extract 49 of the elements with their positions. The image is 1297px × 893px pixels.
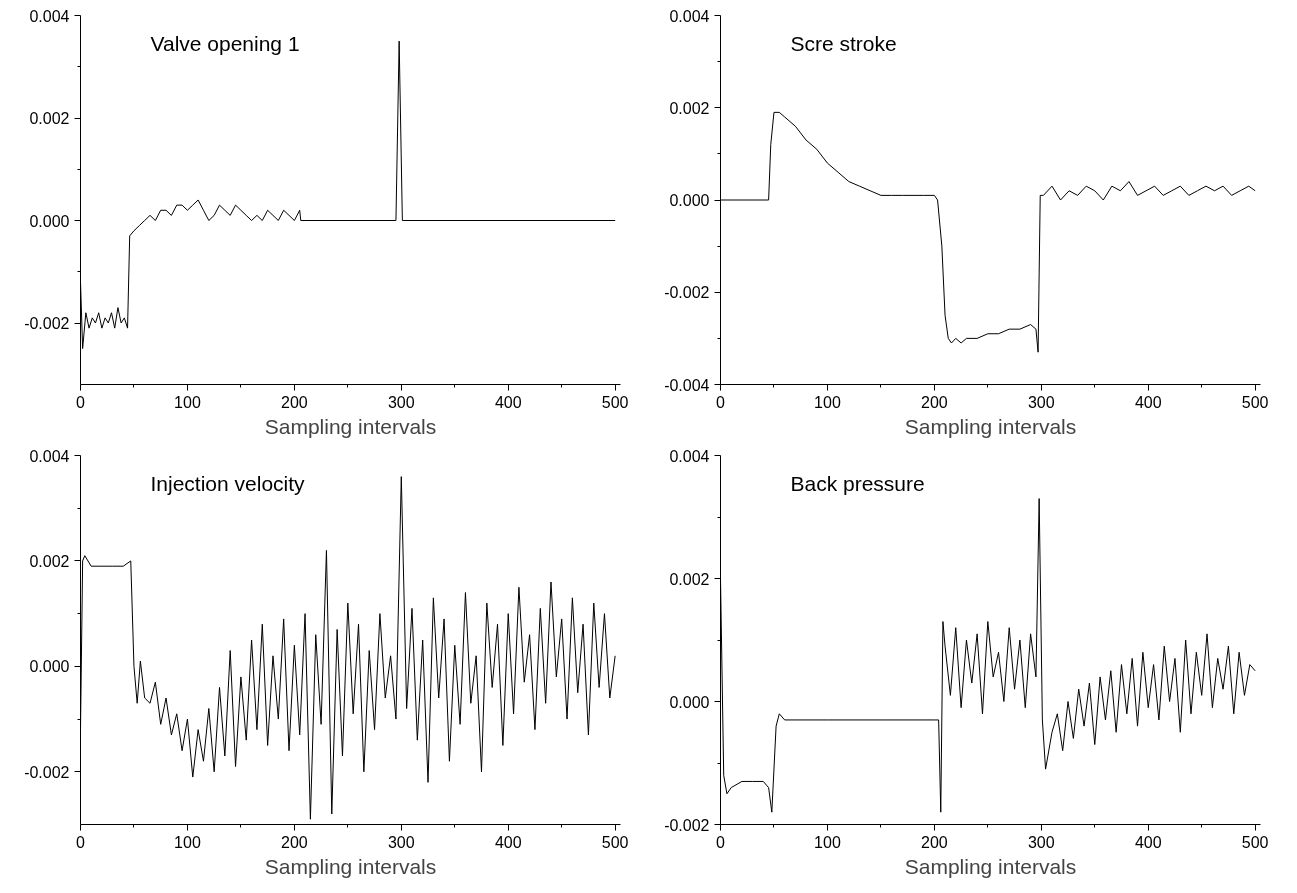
x-tick-label: 500 [1241,833,1269,851]
y-tick-label: 0.004 [669,7,710,25]
annotation: Injection velocity [150,471,306,495]
annotation: Back pressure [790,471,925,495]
y-tick-label: 0.002 [669,99,710,117]
y-tick-label: 0.002 [29,110,70,127]
x-tick-label: 200 [921,833,948,851]
x-tick-label: 300 [1027,833,1055,851]
x-tick-label: 400 [1134,393,1162,411]
y-tick-label: -0.002 [24,763,70,781]
y-tick-label: 0.000 [669,693,710,711]
y-tick-label: 0.000 [29,658,70,676]
x-tick-label: 100 [174,393,201,411]
x-axis-title: Sampling intervals [264,854,437,878]
x-tick-label: 200 [921,393,948,411]
x-tick-label: 400 [494,393,522,411]
x-tick-label: 400 [1134,833,1162,851]
annotation: Scre stroke [790,31,897,55]
x-tick-label: 300 [387,833,415,851]
x-tick-label: 100 [814,833,841,851]
y-tick-label: 0.004 [29,7,70,25]
y-tick-label: 0.004 [669,447,710,465]
x-tick-label: 100 [814,393,841,411]
y-tick-label: -0.002 [664,816,710,834]
y-tick-label: 0.000 [669,192,710,209]
x-axis-title: Sampling intervals [264,414,437,438]
y-tick-label: 0.002 [29,552,70,570]
y-tick-label: -0.004 [664,376,710,394]
y-tick-label: -0.002 [664,284,710,302]
x-tick-label: 200 [281,833,308,851]
x-axis-title: Sampling intervals [904,854,1077,878]
x-tick-label: 300 [1027,393,1055,411]
x-tick-label: 0 [76,833,86,851]
x-tick-label: 500 [601,393,629,411]
x-axis-title: Sampling intervals [904,414,1077,438]
x-tick-label: 0 [716,393,726,411]
x-tick-label: 500 [601,833,629,851]
y-tick-label: 0.002 [669,570,710,588]
y-tick-label: 0.000 [29,212,70,230]
x-tick-label: 200 [281,393,308,411]
x-tick-label: 0 [716,833,726,851]
y-tick-label: 0.004 [29,447,70,465]
y-tick-label: -0.002 [24,315,70,332]
annotation: Valve opening 1 [150,31,300,55]
x-tick-label: 0 [76,393,86,411]
x-tick-label: 300 [387,393,415,411]
x-tick-label: 400 [494,833,522,851]
x-tick-label: 100 [174,833,201,851]
x-tick-label: 500 [1241,393,1269,411]
